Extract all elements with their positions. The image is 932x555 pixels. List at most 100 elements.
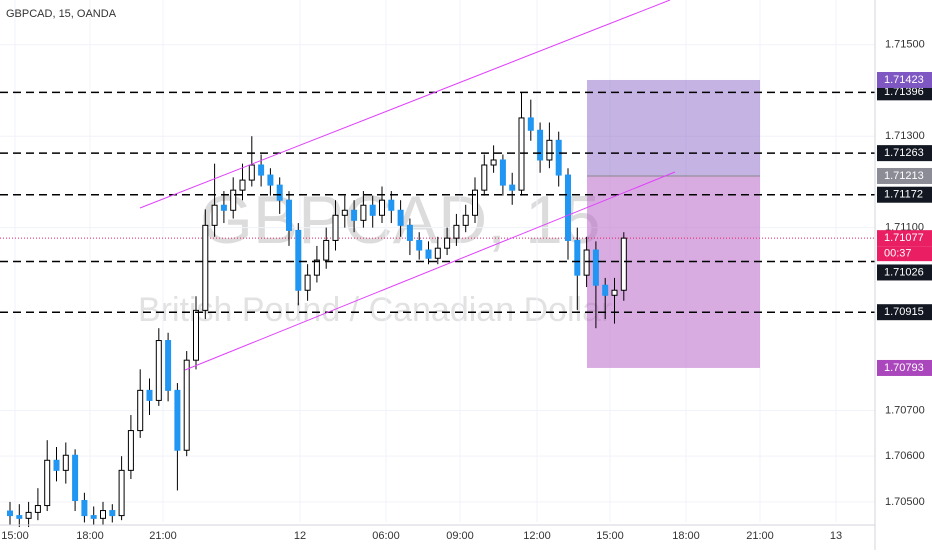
candle-body [313,259,320,276]
candle-body [592,249,599,286]
x-tick-label: 13 [830,530,842,542]
y-tick-label: 1.71300 [885,130,925,142]
candle-body [295,229,302,291]
candle-body [369,204,376,216]
x-tick-label: 09:00 [446,530,474,542]
candle-body [72,454,79,502]
y-tick-label: 1.70700 [885,404,925,416]
candle-body [379,199,385,216]
candle-body [388,199,395,211]
candle-body [453,224,460,239]
level-label: 1.71026 [884,266,924,278]
channel-upper [139,0,671,209]
countdown-bg [877,246,932,262]
candle-body [53,459,60,471]
candle-body [416,239,423,251]
countdown: 00:37 [884,248,912,260]
target-zone [587,79,760,176]
candle-body [109,510,116,517]
level-label-bg [877,304,932,321]
candle-body [90,515,97,519]
plot [0,79,875,528]
last-price-label-bg [877,230,932,247]
candle-body [574,239,581,276]
x-tick-label: 21:00 [746,530,774,542]
last-price-label: 1.71077 [884,232,924,244]
level-label-bg [877,186,932,203]
level-label-bg [877,84,932,101]
x-tick-label: 12:00 [523,530,551,542]
x-tick-label: 06:00 [372,530,400,542]
candle-body [155,340,162,401]
candle-body [351,209,358,221]
candle-body [341,209,348,216]
candle-body [258,164,265,176]
candle-body [146,389,153,401]
candle-body [620,237,627,291]
candle-body [304,274,311,291]
candle-body [127,430,134,471]
candle-body [425,249,432,259]
level-label: 1.71396 [884,86,924,98]
candle-body [267,174,274,186]
watermark-subtitle: British Pound / Canadian Dollar [138,291,612,329]
candle-body [565,174,571,241]
candle-body [34,505,41,513]
candle-body [44,459,51,507]
y-tick-label: 1.70600 [885,450,925,462]
candle-body [406,224,413,241]
entry-label-bg [877,167,932,184]
candle-body [481,164,488,191]
y-tick-label: 1.71500 [885,39,925,51]
candle-body [537,129,544,161]
candle-body [220,204,227,211]
candle-body [62,454,69,471]
target-label-bg [877,71,932,88]
candle-body [434,247,441,259]
x-tick-label: 18:00 [672,530,700,542]
candle-body [7,510,13,517]
candle-body [555,139,562,176]
candle-body [499,159,506,186]
x-tick-label: 18:00 [76,530,104,542]
candle-body [81,500,88,517]
level-label-bg [877,264,932,281]
stop-zone [587,175,760,368]
x-tick-label: 12 [294,530,306,542]
candle-body [118,469,125,517]
channel-lower [184,171,676,371]
candle-body [137,389,144,432]
candle-body [211,204,218,226]
candle-body [583,249,590,276]
level-label: 1.70915 [884,306,924,318]
level-label: 1.71263 [884,147,924,159]
candle-body [397,209,404,226]
candle-body [286,199,292,231]
candle-body [332,214,339,241]
entry-label: 1.71213 [884,170,924,182]
candle-body [360,204,367,221]
y-tick-label: 1.70500 [885,496,925,508]
candle-body [165,340,172,391]
chart-title: GBPCAD, 15, OANDA [6,8,117,20]
candle-body [248,164,255,181]
stop-label-bg [877,359,932,376]
x-tick-label: 15:00 [596,530,624,542]
candle-body [472,189,478,216]
candle-body [183,359,190,451]
candle-body [16,515,23,519]
candle-body [509,184,516,191]
x-tick-label: 21:00 [149,530,177,542]
candle-body [239,179,246,191]
candle-body [462,214,469,226]
stop-label: 1.70793 [884,362,924,374]
candle-body [202,224,209,311]
candle-body [602,284,609,296]
candle-body [323,239,330,261]
target-label: 1.71423 [884,74,924,86]
candle-body [518,117,525,191]
x-tick-label: 15:00 [1,530,29,542]
